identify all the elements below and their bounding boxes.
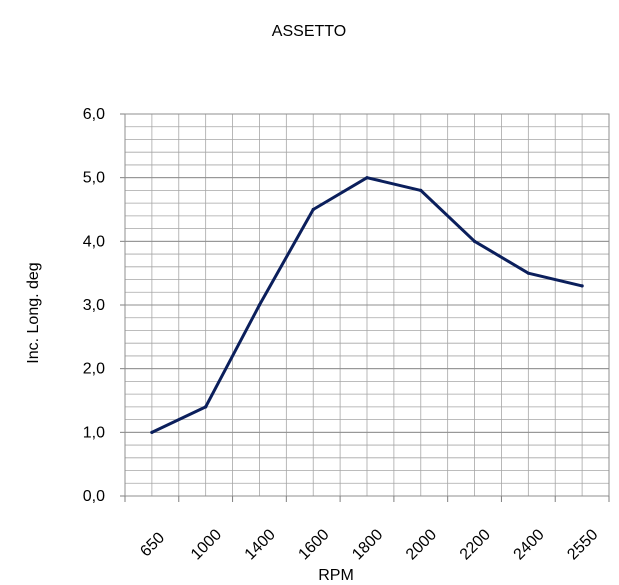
tick-labels: 0,0 1,0 2,0 3,0 4,0 5,0 6,0 650 1000 1400 1600 1800…: [83, 106, 602, 563]
data-point: [150, 430, 154, 434]
data-point: [526, 271, 530, 275]
y-axis-label: Inc. Long. deg: [25, 262, 42, 363]
chart-title: ASSETTO: [272, 23, 346, 40]
x-tick-label: 2550: [564, 526, 601, 563]
x-axis-label: RPM: [318, 567, 354, 584]
data-point: [311, 207, 315, 212]
y-tick-label: 0,0: [83, 488, 105, 505]
y-tick-label: 2,0: [83, 361, 105, 378]
x-tick-label: 1800: [349, 526, 386, 563]
x-tick-label: 2000: [403, 526, 440, 563]
gridlines: [124, 113, 610, 497]
data-point: [204, 405, 208, 409]
data-point: [419, 188, 423, 192]
x-tick-label: 1600: [295, 526, 332, 563]
data-point: [257, 303, 262, 307]
axes: [120, 113, 610, 502]
x-tick-label: 1400: [242, 526, 279, 563]
y-tick-label: 4,0: [83, 233, 105, 250]
y-tick-label: 6,0: [83, 106, 105, 123]
y-tick-label: 5,0: [83, 170, 105, 187]
y-tick-label: 1,0: [83, 424, 105, 441]
y-tick-label: 3,0: [83, 297, 105, 314]
x-tick-label: 650: [137, 529, 168, 560]
data-point: [580, 284, 584, 288]
x-tick-label: 2400: [511, 526, 548, 563]
data-point: [472, 239, 477, 243]
x-tick-label: 2200: [457, 526, 494, 563]
x-tick-label: 1000: [188, 526, 225, 563]
series-layer: [150, 176, 584, 434]
plot-border: [124, 113, 610, 497]
data-point: [365, 176, 369, 180]
